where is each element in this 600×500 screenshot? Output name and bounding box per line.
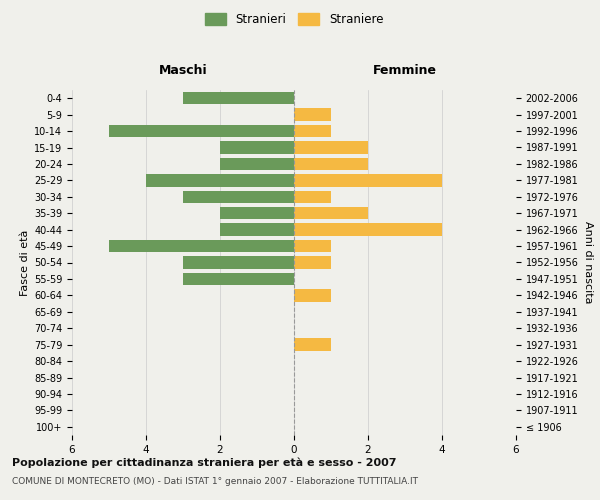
Bar (294, 190, 331, 203)
Bar (294, 174, 442, 186)
Bar (146, 174, 294, 186)
Legend: Stranieri, Straniere: Stranieri, Straniere (200, 8, 388, 31)
Bar (294, 158, 368, 170)
Bar (220, 158, 294, 170)
Bar (220, 207, 294, 220)
Bar (220, 224, 294, 236)
Text: Femmine: Femmine (373, 64, 437, 77)
Y-axis label: Anni di nascita: Anni di nascita (583, 221, 593, 304)
Bar (294, 289, 331, 302)
Bar (220, 142, 294, 154)
Bar (294, 125, 331, 137)
Bar (183, 256, 294, 268)
Bar (109, 240, 294, 252)
Bar (183, 190, 294, 203)
Bar (294, 224, 442, 236)
Bar (294, 240, 331, 252)
Bar (109, 125, 294, 137)
Text: Popolazione per cittadinanza straniera per età e sesso - 2007: Popolazione per cittadinanza straniera p… (12, 458, 397, 468)
Bar (294, 256, 331, 268)
Bar (294, 142, 368, 154)
Text: COMUNE DI MONTECRETO (MO) - Dati ISTAT 1° gennaio 2007 - Elaborazione TUTTITALIA: COMUNE DI MONTECRETO (MO) - Dati ISTAT 1… (12, 478, 418, 486)
Text: Maschi: Maschi (158, 64, 208, 77)
Bar (294, 338, 331, 351)
Bar (294, 108, 331, 121)
Y-axis label: Fasce di età: Fasce di età (20, 230, 30, 296)
Bar (183, 92, 294, 104)
Bar (183, 273, 294, 285)
Bar (294, 207, 368, 220)
